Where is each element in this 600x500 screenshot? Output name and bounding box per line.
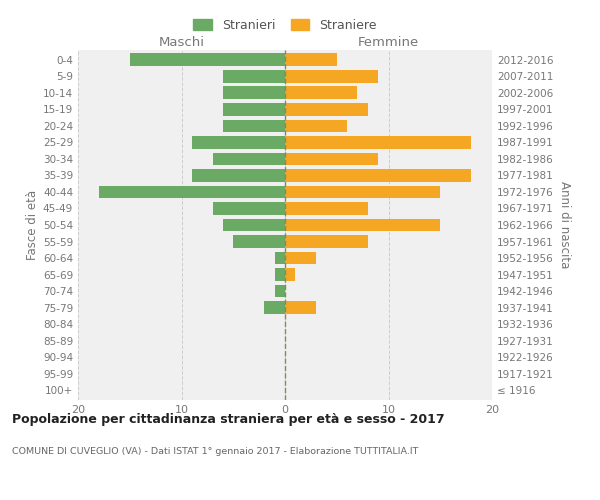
Bar [130,54,285,66]
Bar [192,136,285,149]
Bar [223,103,285,116]
Bar [275,284,285,298]
Text: Maschi: Maschi [158,36,205,49]
Bar [223,120,285,132]
Bar [285,202,368,215]
Bar [285,218,440,232]
Bar [285,152,378,166]
Bar [99,186,285,198]
Bar [285,169,472,182]
Bar [285,103,368,116]
Text: COMUNE DI CUVEGLIO (VA) - Dati ISTAT 1° gennaio 2017 - Elaborazione TUTTITALIA.I: COMUNE DI CUVEGLIO (VA) - Dati ISTAT 1° … [12,448,418,456]
Bar [285,120,347,132]
Bar [285,70,378,83]
Bar [285,235,368,248]
Bar [275,268,285,281]
Bar [212,152,285,166]
Bar [285,136,472,149]
Bar [285,252,316,264]
Bar [285,186,440,198]
Bar [223,70,285,83]
Bar [192,169,285,182]
Y-axis label: Fasce di età: Fasce di età [26,190,39,260]
Bar [275,252,285,264]
Text: Femmine: Femmine [358,36,419,49]
Bar [265,301,285,314]
Bar [223,218,285,232]
Y-axis label: Anni di nascita: Anni di nascita [558,182,571,268]
Bar [212,202,285,215]
Bar [233,235,285,248]
Bar [285,86,358,100]
Bar [285,54,337,66]
Bar [285,301,316,314]
Legend: Stranieri, Straniere: Stranieri, Straniere [188,14,382,37]
Bar [223,86,285,100]
Text: Popolazione per cittadinanza straniera per età e sesso - 2017: Popolazione per cittadinanza straniera p… [12,412,445,426]
Bar [285,268,295,281]
